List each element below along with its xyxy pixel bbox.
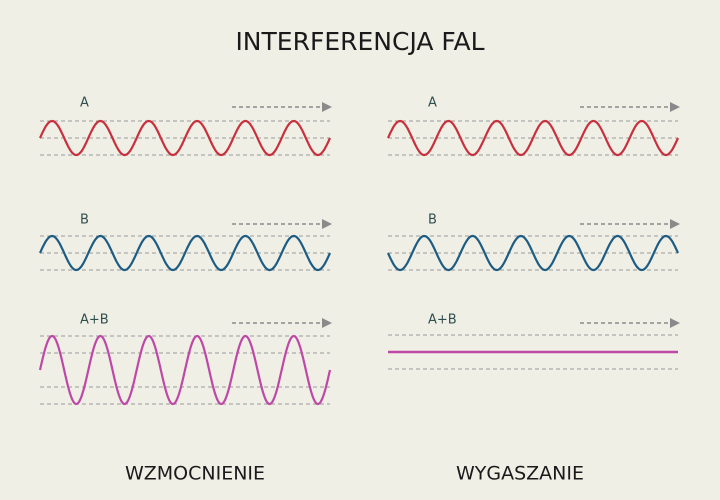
wave-label: A+B — [428, 313, 457, 328]
wave — [386, 234, 680, 272]
title: INTERFERENCJA FAL — [235, 27, 484, 56]
wave-label: A+B — [80, 313, 109, 328]
wave — [38, 119, 332, 157]
panel-caption: WYGASZANIE — [456, 463, 584, 485]
wave — [38, 234, 332, 272]
wave-label: B — [428, 213, 437, 228]
wave-label: B — [80, 213, 89, 228]
panel-caption: WZMOCNIENIE — [125, 463, 265, 485]
wave-label: A — [80, 96, 89, 111]
wave — [386, 119, 680, 157]
wave — [38, 334, 332, 406]
wave-label: A — [428, 96, 437, 111]
